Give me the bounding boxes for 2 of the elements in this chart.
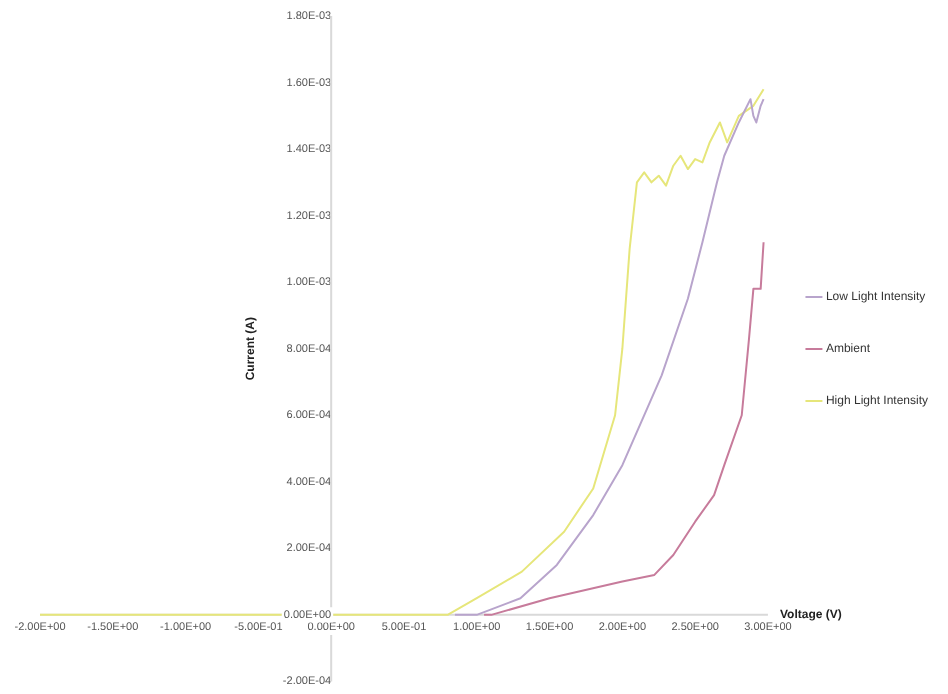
line-series	[483, 241, 765, 616]
line-series	[453, 98, 765, 616]
